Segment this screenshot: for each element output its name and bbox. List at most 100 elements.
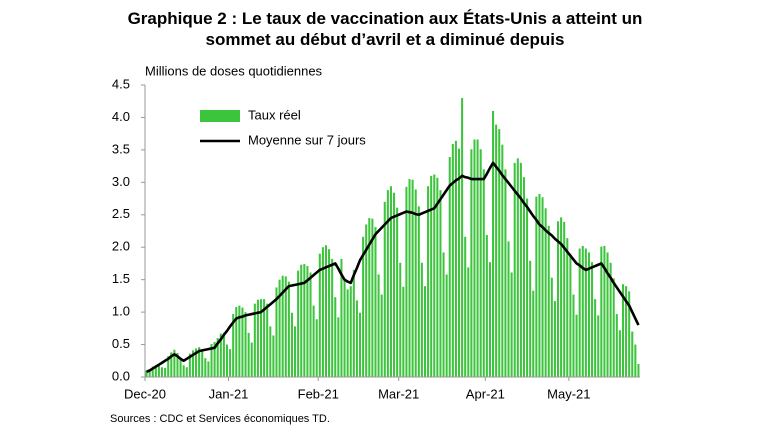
bar xyxy=(340,258,343,377)
bar xyxy=(529,260,532,377)
bar xyxy=(386,190,389,377)
bar xyxy=(352,269,355,377)
bar xyxy=(358,312,362,377)
bar xyxy=(241,307,244,377)
legend-label: Taux réel xyxy=(248,107,301,122)
bar xyxy=(306,266,309,377)
bar xyxy=(290,312,293,377)
bar xyxy=(222,332,225,377)
bar xyxy=(297,270,300,377)
bar xyxy=(259,299,263,377)
bar xyxy=(445,274,448,377)
bar xyxy=(173,349,176,377)
bar xyxy=(495,124,498,378)
source-note: Sources : CDC et Services économiques TD… xyxy=(110,413,330,425)
bar xyxy=(154,365,157,377)
bar xyxy=(492,110,495,377)
bar xyxy=(628,291,631,377)
bar xyxy=(473,139,476,377)
bar xyxy=(433,174,436,377)
bar xyxy=(346,289,349,377)
bar xyxy=(383,201,386,377)
bar xyxy=(281,275,284,377)
bar xyxy=(275,287,278,377)
bar xyxy=(399,262,402,377)
bar xyxy=(337,317,340,377)
bar xyxy=(396,207,399,377)
bar xyxy=(439,190,442,377)
x-tick-label: Dec-20 xyxy=(124,386,166,401)
bar xyxy=(504,169,507,377)
x-tick-label: Apr-21 xyxy=(466,386,505,401)
bar xyxy=(581,245,584,377)
bar xyxy=(467,267,470,377)
bar xyxy=(167,356,170,377)
y-tick-label: 3.0 xyxy=(112,174,130,189)
bar xyxy=(219,333,222,377)
y-tick-label: 4.5 xyxy=(112,76,130,91)
bar xyxy=(405,186,408,377)
bar xyxy=(544,208,547,377)
bar xyxy=(461,97,464,377)
bar xyxy=(238,305,241,377)
bar xyxy=(318,253,321,377)
bar xyxy=(207,361,210,377)
bar xyxy=(488,262,491,377)
bar xyxy=(229,349,232,377)
bar xyxy=(198,347,201,377)
bar xyxy=(414,189,417,377)
bar xyxy=(541,197,544,377)
legend-swatch xyxy=(200,110,240,122)
bar xyxy=(485,234,488,377)
bar xyxy=(402,286,405,377)
bar xyxy=(204,358,207,377)
bar xyxy=(526,198,529,377)
bar xyxy=(393,192,396,377)
bar xyxy=(160,367,164,377)
bar xyxy=(309,272,312,377)
bar xyxy=(170,352,173,377)
bar xyxy=(179,357,182,377)
bar xyxy=(368,218,371,377)
bar xyxy=(603,245,606,377)
chart-title: Graphique 2 : Le taux de vaccination aux… xyxy=(127,9,643,49)
bar xyxy=(556,221,560,377)
bar xyxy=(253,303,256,377)
bar xyxy=(457,148,461,377)
bar xyxy=(423,286,427,377)
bar xyxy=(343,279,346,377)
bar xyxy=(606,252,609,377)
bar xyxy=(519,162,522,377)
bar xyxy=(513,162,516,377)
bar xyxy=(349,286,352,377)
bar xyxy=(195,348,198,377)
bar xyxy=(210,343,213,377)
bar xyxy=(374,227,377,377)
y-tick-label: 4.0 xyxy=(112,109,130,124)
bar xyxy=(278,279,281,377)
y-tick-label: 1.0 xyxy=(112,304,130,319)
bar xyxy=(355,300,358,377)
bar xyxy=(594,299,597,377)
bar xyxy=(331,258,334,377)
bar xyxy=(232,314,235,377)
bar xyxy=(300,264,303,377)
bar xyxy=(631,331,634,377)
bar xyxy=(315,319,318,377)
bar xyxy=(182,365,185,377)
bar xyxy=(247,332,250,377)
x-tick-label: Mar-21 xyxy=(378,386,419,401)
bar xyxy=(417,206,420,377)
bar xyxy=(216,338,219,377)
bar xyxy=(569,253,572,377)
bar xyxy=(612,278,615,377)
bar xyxy=(615,314,618,377)
bar xyxy=(572,294,575,377)
bar xyxy=(597,315,600,377)
bar xyxy=(507,241,510,377)
bar xyxy=(470,149,473,377)
bar xyxy=(145,370,148,377)
bar xyxy=(266,303,269,377)
bar xyxy=(501,144,504,377)
